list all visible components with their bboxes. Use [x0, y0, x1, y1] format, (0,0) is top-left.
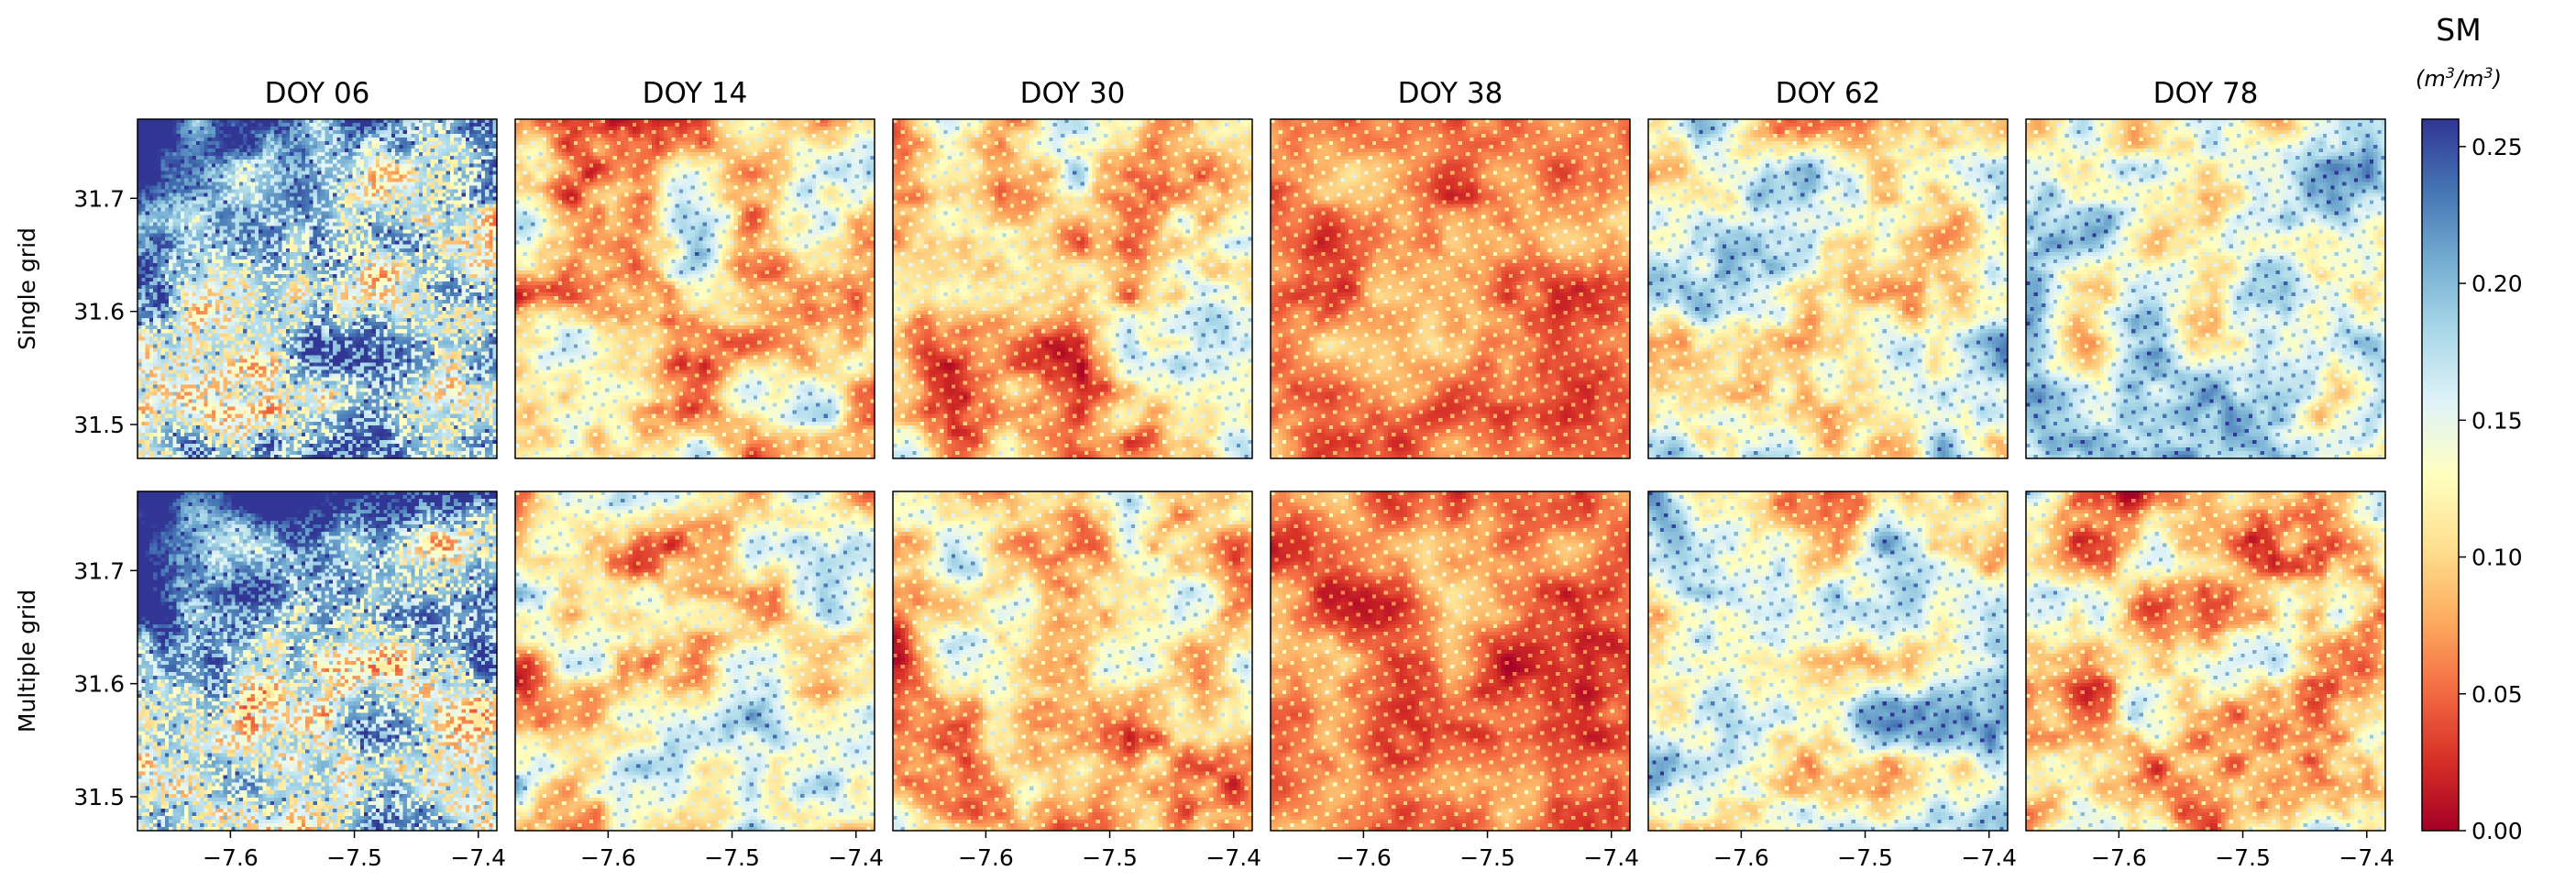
x-tick-label: −7.5 [704, 844, 760, 871]
sm-map-multiple-grid-doy-06 [138, 491, 497, 831]
x-tick-label: −7.6 [203, 844, 259, 871]
column-title: DOY 14 [643, 77, 748, 110]
x-tick-label: −7.4 [2339, 844, 2394, 871]
panel-frame [2025, 118, 2386, 459]
x-tick-label: −7.5 [1082, 844, 1138, 871]
colorbar-tick-label: 0.10 [2471, 545, 2523, 571]
y-tick-label: 31.6 [73, 299, 125, 325]
colorbar-tick-label: 0.25 [2471, 134, 2523, 160]
sm-map-multiple-grid-doy-30 [893, 491, 1252, 831]
sm-map-single-grid-doy-30 [893, 119, 1252, 458]
sm-map-single-grid-doy-14 [515, 119, 875, 458]
sm-map-multiple-grid-doy-14 [515, 491, 875, 831]
x-tick-label: −7.4 [1961, 844, 2017, 871]
row-label: Single grid [14, 227, 40, 350]
panel-frame [1647, 491, 2009, 832]
y-tick-label: 31.7 [73, 185, 125, 212]
y-tick-label: 31.7 [73, 557, 125, 584]
x-tick-label: −7.6 [1713, 844, 1769, 871]
colorbar-tick-label: 0.00 [2471, 818, 2523, 844]
colorbar-gradient [2421, 118, 2460, 832]
sm-map-single-grid-doy-06 [138, 119, 497, 458]
x-tick-label: −7.4 [828, 844, 884, 871]
x-tick-label: −7.6 [2091, 844, 2147, 871]
colorbar: 0.00 0.05 0.10 0.15 0.20 0.25 SM (m3/m3) [2416, 12, 2523, 844]
x-tick-label: −7.4 [1583, 844, 1639, 871]
colorbar-title: SM [2436, 12, 2481, 48]
panel-frame [1270, 491, 1631, 832]
colorbar-unit: (m3/m3) [2416, 64, 2502, 93]
sm-map-single-grid-doy-78 [2026, 119, 2385, 458]
column-title: DOY 38 [1398, 77, 1503, 110]
y-tick-label: 31.5 [73, 784, 125, 810]
row-label: Multiple grid [14, 590, 40, 733]
x-tick-label: −7.6 [958, 844, 1014, 871]
column-title: DOY 30 [1020, 77, 1126, 110]
map-panels [137, 118, 2386, 832]
panel-frame [514, 491, 875, 832]
panel-frame [892, 118, 1253, 459]
sm-map-single-grid-doy-62 [1648, 119, 2008, 458]
column-title: DOY 78 [2153, 77, 2259, 110]
panel-frame [137, 491, 498, 832]
sm-map-multiple-grid-doy-78 [2026, 491, 2385, 831]
x-tick-label: −7.6 [580, 844, 636, 871]
x-tick-label: −7.5 [2215, 844, 2271, 871]
colorbar-tick-label: 0.15 [2471, 407, 2523, 434]
x-tick-label: −7.6 [1336, 844, 1392, 871]
panel-frame [2025, 491, 2386, 832]
x-tick-label: −7.5 [326, 844, 382, 871]
panel-frame [1270, 118, 1631, 459]
panel-frame [137, 118, 498, 459]
column-title: DOY 06 [265, 77, 370, 110]
sm-map-multiple-grid-doy-62 [1648, 491, 2008, 831]
y-tick-label: 31.5 [73, 412, 125, 438]
panel-frame [892, 491, 1253, 832]
column-title: DOY 62 [1776, 77, 1881, 110]
sm-map-single-grid-doy-38 [1271, 119, 1630, 458]
x-tick-label: −7.5 [1459, 844, 1515, 871]
sm-map-multiple-grid-doy-38 [1271, 491, 1630, 831]
x-tick-label: −7.4 [450, 844, 506, 871]
axis-labels: DOY 06 DOY 14 DOY 30 DOY 38 DOY 62 DOY 78 Sing… [14, 77, 2394, 871]
panel-frame [514, 118, 875, 459]
y-tick-label: 31.6 [73, 671, 125, 698]
colorbar-tick-label: 0.05 [2471, 681, 2523, 708]
panel-frame [1647, 118, 2009, 459]
x-tick-label: −7.5 [1837, 844, 1893, 871]
colorbar-tick-label: 0.20 [2471, 270, 2523, 297]
x-tick-label: −7.4 [1205, 844, 1261, 871]
